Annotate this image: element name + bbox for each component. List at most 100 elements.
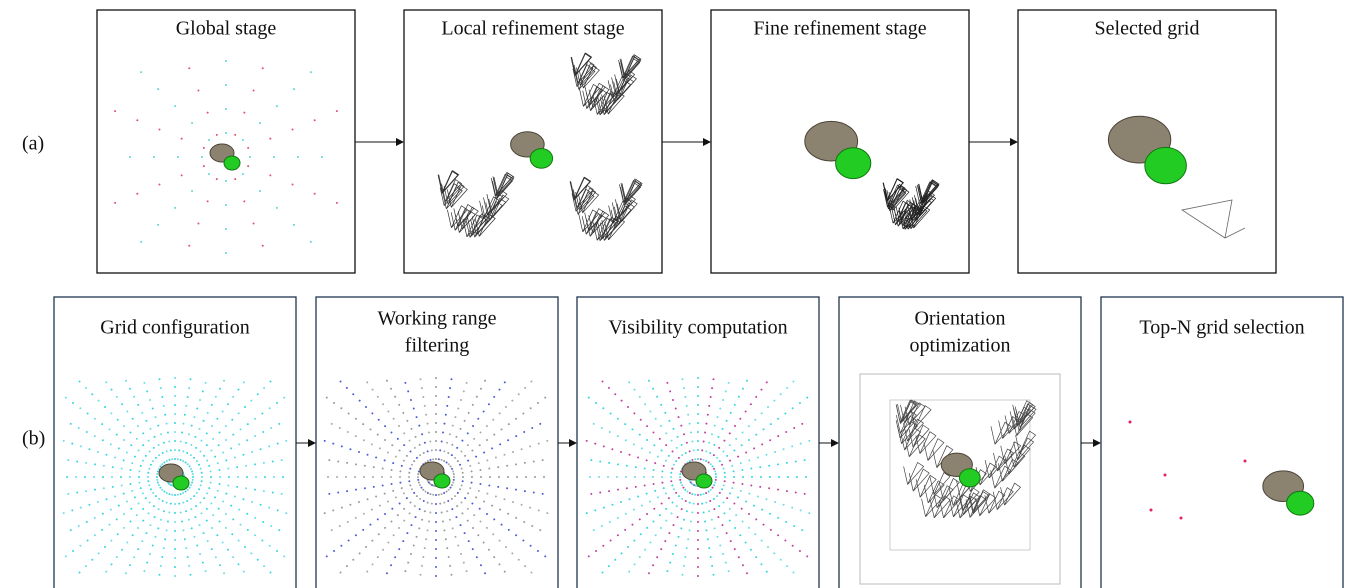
grid-point xyxy=(227,403,229,405)
grid-point xyxy=(399,470,401,472)
grid-point xyxy=(197,223,199,225)
grid-point xyxy=(748,425,750,427)
grid-point xyxy=(709,452,711,454)
grid-point xyxy=(372,563,374,565)
grid-point xyxy=(243,571,245,573)
grid-point xyxy=(398,404,400,406)
grid-point xyxy=(182,492,184,494)
grid-point xyxy=(464,497,466,499)
grid-point xyxy=(154,436,156,438)
grid-point xyxy=(187,489,189,491)
grid-point xyxy=(160,519,162,521)
grid-point xyxy=(174,207,176,209)
grid-point xyxy=(196,408,198,410)
grid-point xyxy=(716,416,718,418)
grid-point xyxy=(621,400,623,402)
grid-point xyxy=(243,200,245,202)
grid-point xyxy=(146,562,148,564)
panel-frame xyxy=(1101,297,1343,588)
grid-point xyxy=(499,509,501,511)
grid-point xyxy=(504,571,506,573)
grid-point xyxy=(240,428,242,430)
grid-point xyxy=(110,509,112,511)
grid-point xyxy=(105,381,107,383)
grid-point xyxy=(626,487,628,489)
grid-point xyxy=(685,500,687,502)
grid-point xyxy=(721,488,723,490)
grid-point xyxy=(705,460,707,462)
grid-point xyxy=(729,508,731,510)
grid-point xyxy=(524,565,526,567)
grid-point xyxy=(417,473,419,475)
grid-point xyxy=(480,431,482,433)
grid-point xyxy=(166,450,168,452)
grid-point xyxy=(174,413,176,415)
grid-point xyxy=(94,489,96,491)
grid-point xyxy=(200,440,202,442)
grid-point xyxy=(404,382,406,384)
grid-point xyxy=(403,508,405,510)
grid-point xyxy=(336,110,338,112)
grid-point xyxy=(125,380,127,382)
grid-point xyxy=(657,456,659,458)
grid-point xyxy=(661,482,663,484)
grid-point xyxy=(683,387,685,389)
grid-point xyxy=(131,462,133,464)
grid-point xyxy=(142,432,144,434)
grid-point xyxy=(228,476,230,478)
grid-point xyxy=(435,413,437,415)
grid-point xyxy=(250,552,252,554)
grid-point xyxy=(102,513,104,515)
grid-point xyxy=(206,508,208,510)
grid-point xyxy=(157,224,159,226)
grid-point xyxy=(189,465,191,467)
panel-title: Global stage xyxy=(176,18,277,40)
grid-point xyxy=(268,507,270,509)
grid-point xyxy=(403,444,405,446)
grid-point xyxy=(546,440,548,442)
grid-point xyxy=(697,422,699,424)
grid-point xyxy=(493,434,495,436)
grid-point xyxy=(599,491,601,493)
grid-point xyxy=(121,403,123,405)
grid-point xyxy=(491,505,493,507)
grid-point xyxy=(348,539,350,541)
grid-point xyxy=(182,502,184,504)
grid-point xyxy=(644,403,646,405)
grid-point xyxy=(448,556,450,558)
grid-point xyxy=(710,556,712,558)
grid-point xyxy=(750,484,752,486)
grid-point xyxy=(206,492,208,494)
grid-point xyxy=(753,447,755,449)
grid-point xyxy=(218,444,220,446)
grid-point xyxy=(660,425,662,427)
grid-point xyxy=(191,190,193,192)
grid-point xyxy=(174,548,176,550)
grid-point xyxy=(476,396,478,398)
grid-point xyxy=(395,496,397,498)
grid-point xyxy=(285,512,287,514)
grid-point xyxy=(355,418,357,420)
grid-point xyxy=(106,454,108,456)
grid-point xyxy=(707,538,709,540)
grid-point xyxy=(469,487,471,489)
grid-point xyxy=(633,412,635,414)
grid-point xyxy=(292,184,294,186)
grid-point xyxy=(435,566,437,568)
grid-point xyxy=(463,390,465,392)
grid-point xyxy=(529,507,531,509)
grid-point xyxy=(384,439,386,441)
grid-point xyxy=(247,529,249,531)
grid-point xyxy=(394,396,396,398)
grid-point xyxy=(371,540,373,542)
grid-point xyxy=(708,510,710,512)
grid-point xyxy=(705,529,707,531)
grid-point xyxy=(420,487,422,489)
grid-point xyxy=(174,449,176,451)
grid-point xyxy=(390,431,392,433)
grid-point xyxy=(715,476,717,478)
grid-point xyxy=(163,461,165,463)
grid-point xyxy=(443,529,445,531)
grid-point xyxy=(140,487,142,489)
